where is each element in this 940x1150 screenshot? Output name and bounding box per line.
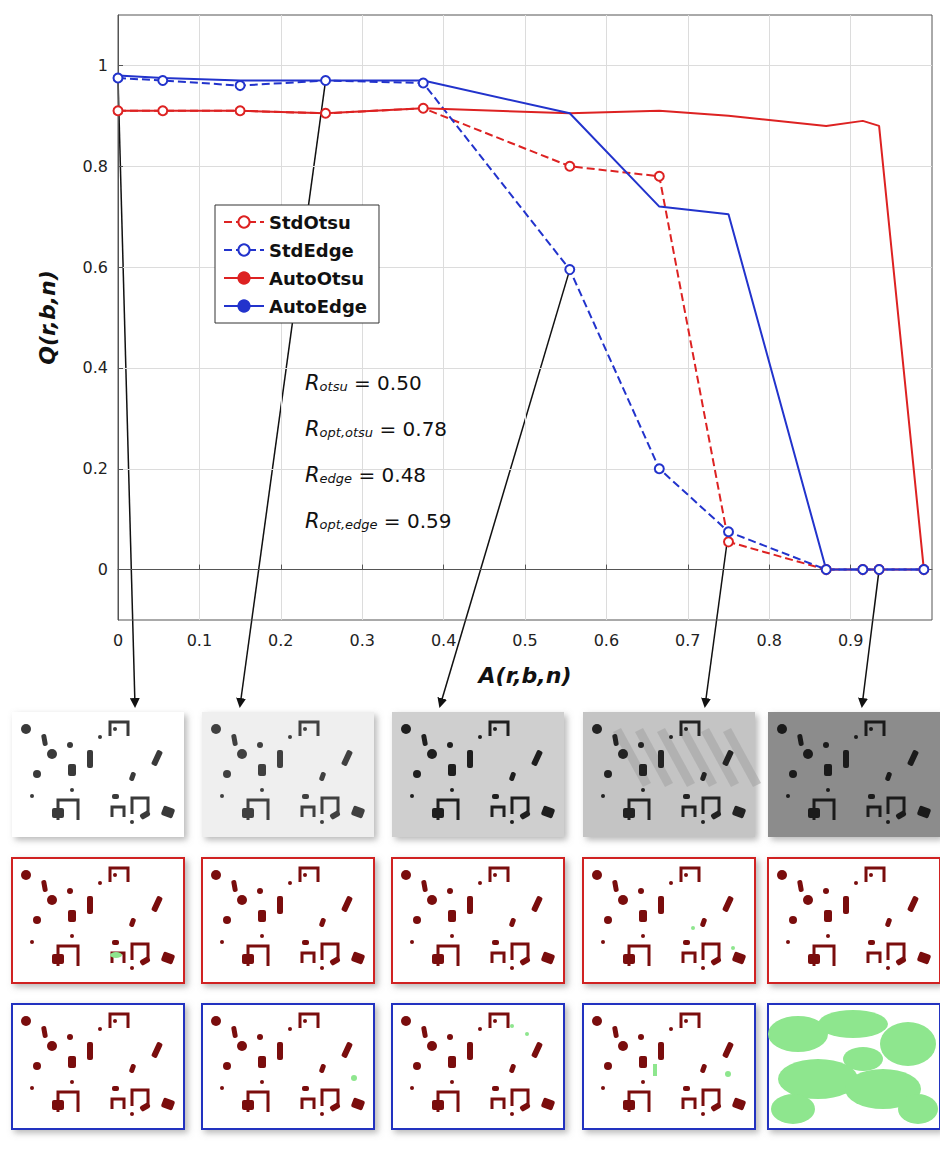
svg-text:0.6: 0.6 (83, 258, 108, 277)
svg-text:R: R (305, 371, 320, 395)
svg-text:0.3: 0.3 (349, 631, 374, 650)
svg-text:StdEdge: StdEdge (269, 240, 354, 261)
svg-text:1: 1 (98, 56, 108, 75)
svg-text:= 0.48: = 0.48 (352, 463, 426, 487)
svg-text:= 0.78: = 0.78 (373, 417, 447, 441)
svg-text:R: R (305, 417, 320, 441)
svg-text:0.6: 0.6 (594, 631, 619, 650)
svg-text:AutoOtsu: AutoOtsu (269, 268, 364, 289)
svg-text:= 0.50: = 0.50 (348, 371, 422, 395)
svg-text:0.4: 0.4 (431, 631, 456, 650)
svg-text:R: R (305, 509, 320, 533)
svg-text:= 0.59: = 0.59 (378, 509, 452, 533)
svg-text:otsu: otsu (320, 379, 348, 394)
svg-text:Q(r,b,n): Q(r,b,n) (35, 270, 60, 365)
svg-text:0.8: 0.8 (756, 631, 781, 650)
svg-text:opt,edge: opt,edge (320, 517, 378, 532)
svg-text:0.2: 0.2 (268, 631, 293, 650)
svg-text:0.5: 0.5 (512, 631, 537, 650)
svg-text:0.4: 0.4 (83, 358, 108, 377)
svg-text:A(r,b,n): A(r,b,n) (477, 663, 572, 688)
svg-text:0.1: 0.1 (187, 631, 212, 650)
svg-text:opt,otsu: opt,otsu (320, 425, 374, 440)
svg-text:R: R (305, 463, 320, 487)
svg-text:StdOtsu: StdOtsu (269, 212, 351, 233)
svg-text:AutoEdge: AutoEdge (269, 296, 367, 317)
svg-text:0: 0 (98, 560, 108, 579)
svg-text:edge: edge (320, 471, 353, 486)
svg-text:0.8: 0.8 (83, 157, 108, 176)
svg-text:0.2: 0.2 (83, 459, 108, 478)
svg-text:0.7: 0.7 (675, 631, 700, 650)
svg-text:0.9: 0.9 (838, 631, 863, 650)
svg-text:0: 0 (113, 631, 123, 650)
